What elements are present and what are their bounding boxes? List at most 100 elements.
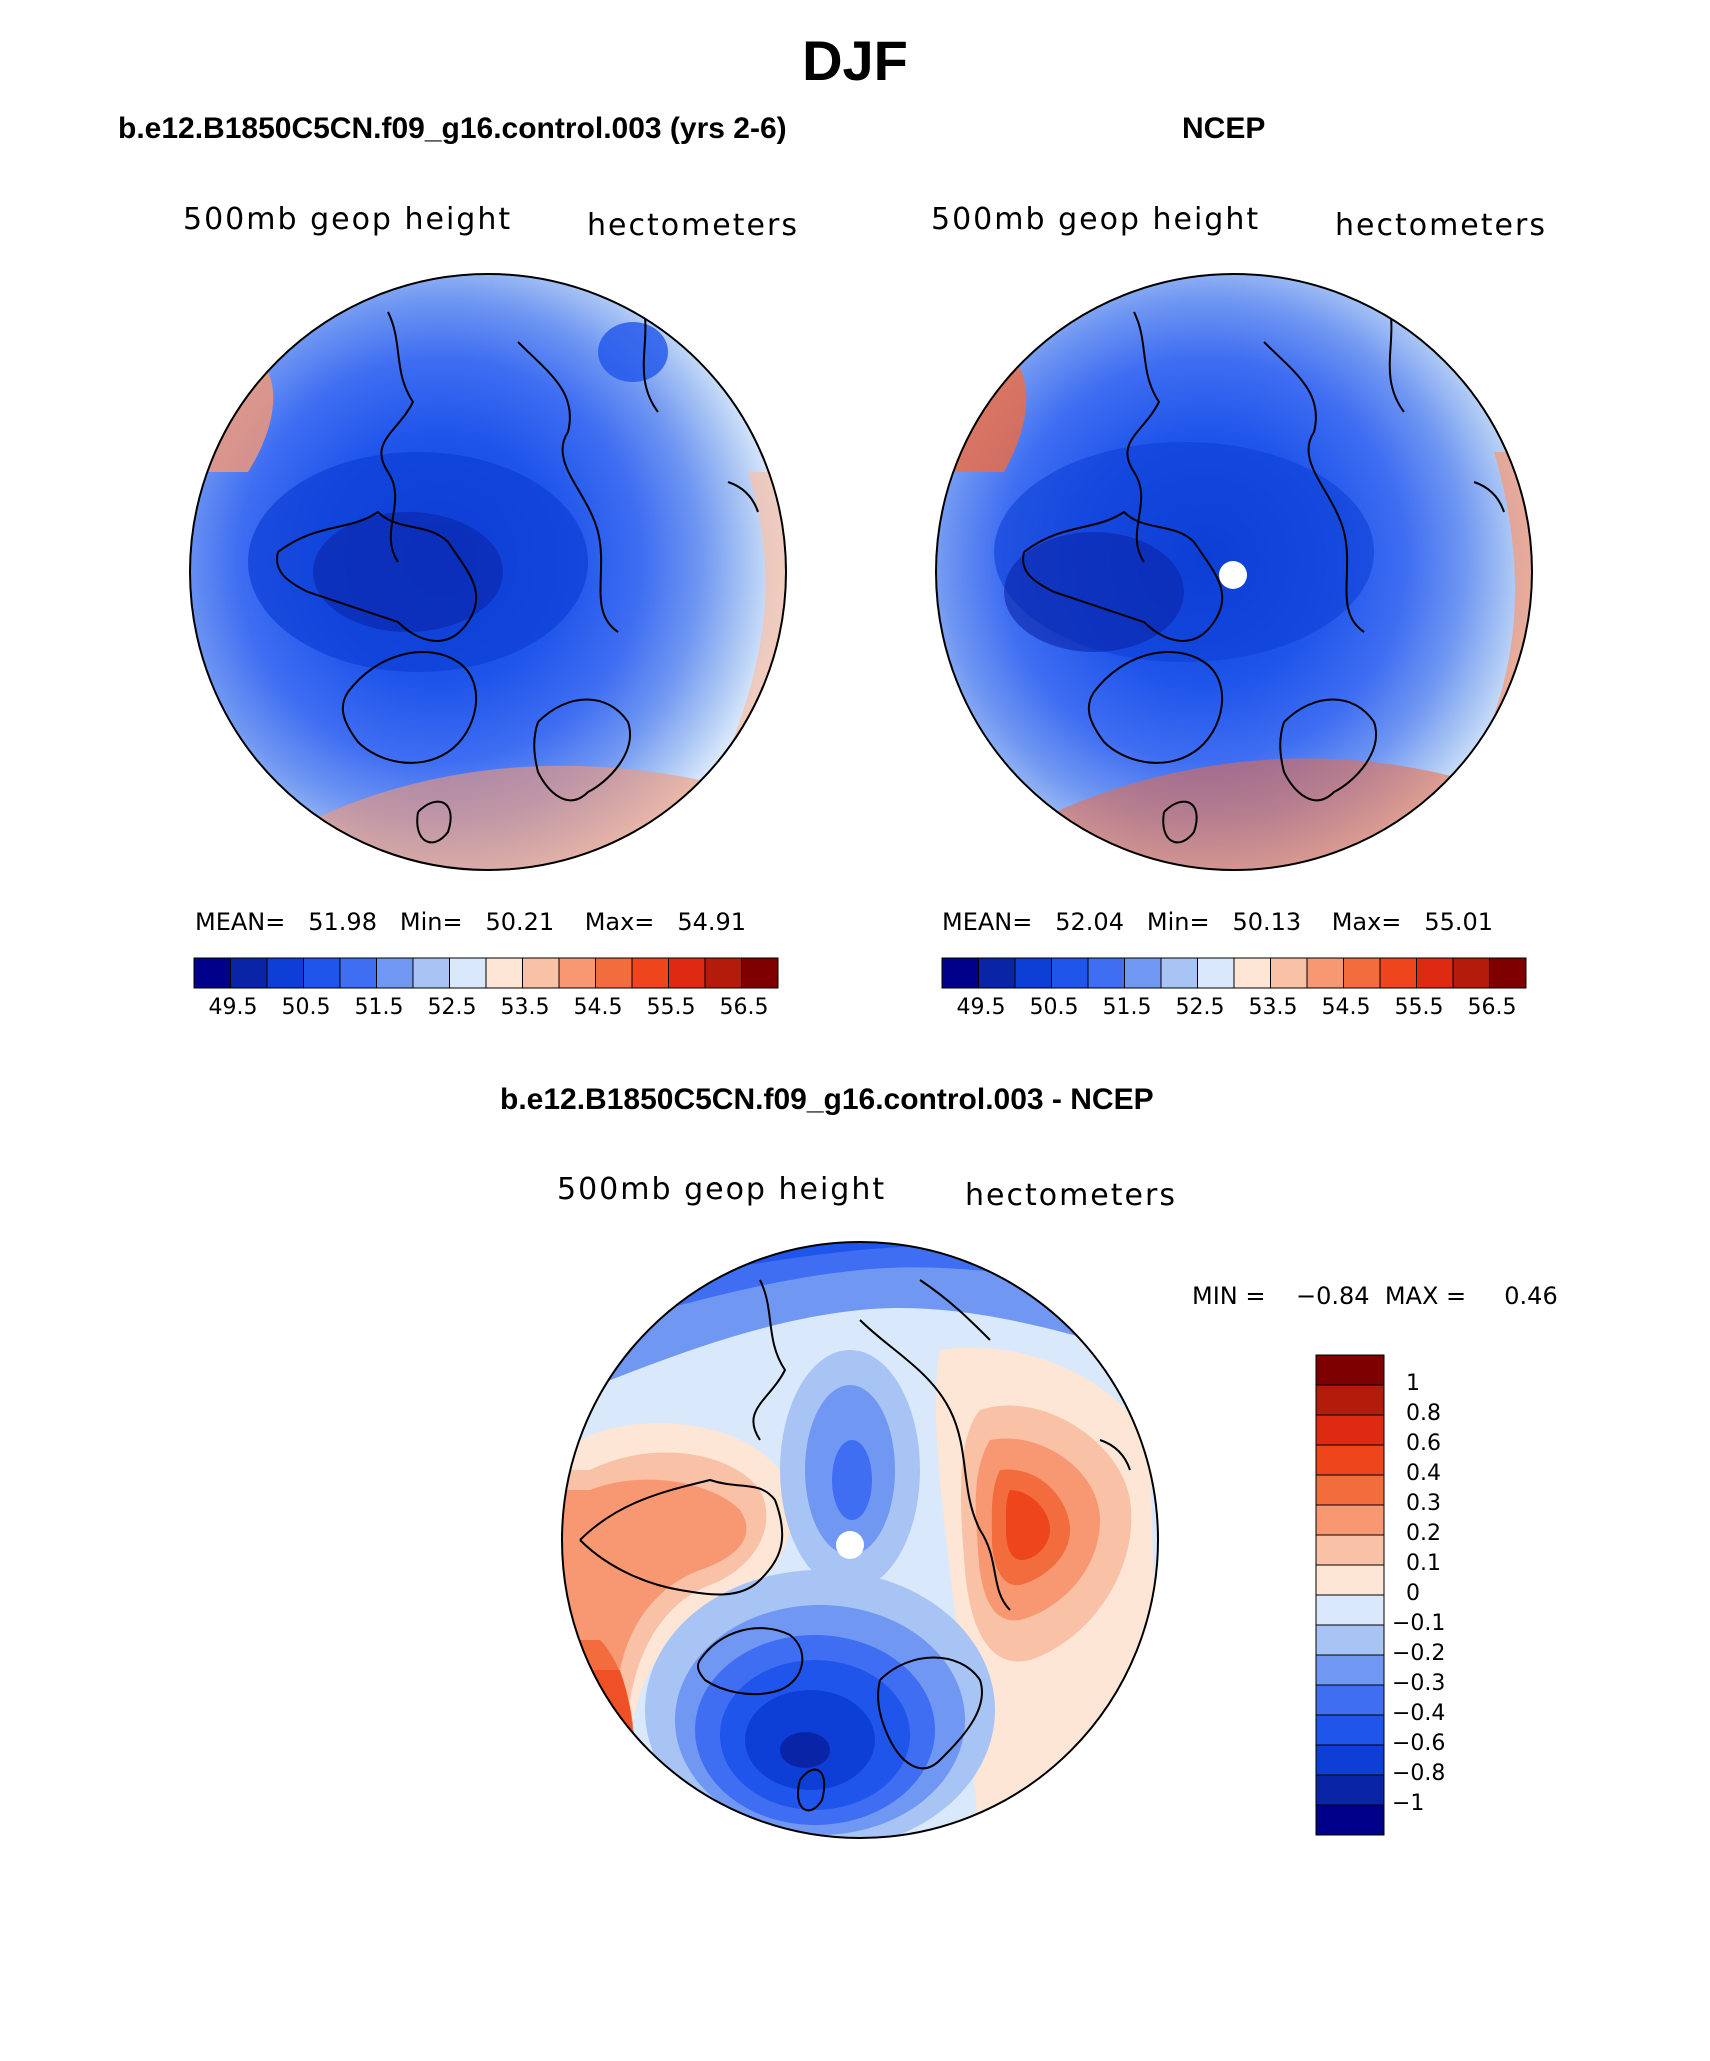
colorbar-swatch xyxy=(412,957,450,989)
colorbar-tick-label: −0.3 xyxy=(1392,1671,1446,1696)
panel-1-colorbar-labels: 49.5 50.5 51.5 52.5 53.5 54.5 55.5 56.5 xyxy=(194,995,778,1025)
panel-3-max-value: 0.46 xyxy=(1504,1282,1558,1310)
colorbar-tick-label: 51.5 xyxy=(354,995,404,1020)
colorbar-tick-label: 50.5 xyxy=(1029,995,1079,1020)
panel-2-min-label: Min= xyxy=(1146,908,1210,936)
panel-2-units-label: hectometers xyxy=(1335,208,1547,243)
colorbar-tick-label: 55.5 xyxy=(646,995,696,1020)
panel-2-mean-label: MEAN= xyxy=(942,908,1033,936)
colorbar-tick-label: 54.5 xyxy=(573,995,623,1020)
colorbar-swatch xyxy=(595,957,633,989)
colorbar-swatch xyxy=(1197,957,1235,989)
colorbar-swatch xyxy=(1315,1624,1385,1656)
colorbar-swatch xyxy=(376,957,414,989)
panel-1-variable-label: 500mb geop height xyxy=(183,202,513,237)
panel-3-title: b.e12.B1850C5CN.f09_g16.control.003 - NC… xyxy=(500,1083,1154,1116)
colorbar-swatch xyxy=(449,957,487,989)
colorbar-swatch xyxy=(704,957,742,989)
colorbar-tick-label: 0.6 xyxy=(1406,1431,1441,1456)
colorbar-tick-label: 0.3 xyxy=(1406,1491,1441,1516)
colorbar-swatch xyxy=(1315,1504,1385,1536)
colorbar-tick-label: 55.5 xyxy=(1394,995,1444,1020)
panel-3-stats: MIN = −0.84 MAX = 0.46 xyxy=(1192,1282,1558,1310)
colorbar-swatch xyxy=(1315,1594,1385,1626)
colorbar-swatch xyxy=(1343,957,1381,989)
panel-1-max-value: 54.91 xyxy=(677,908,747,936)
colorbar-tick-label: −0.2 xyxy=(1392,1641,1446,1666)
colorbar-tick-label: 0 xyxy=(1406,1581,1420,1606)
panel-3-max-label: MAX = xyxy=(1384,1282,1467,1310)
panel-1-min-label: Min= xyxy=(399,908,463,936)
colorbar-swatch xyxy=(1270,957,1308,989)
panel-1-polar-map xyxy=(189,273,787,871)
panel-3-polar-map xyxy=(561,1241,1159,1839)
colorbar-tick-label: −0.6 xyxy=(1392,1731,1446,1756)
colorbar-swatch xyxy=(230,957,268,989)
colorbar-swatch xyxy=(522,957,560,989)
panel-1-max-label: Max= xyxy=(584,908,655,936)
colorbar-swatch xyxy=(558,957,596,989)
colorbar-swatch xyxy=(1306,957,1344,989)
colorbar-swatch xyxy=(1087,957,1125,989)
panel-2-title: NCEP xyxy=(1182,112,1266,145)
panel-3-min-label: MIN = xyxy=(1192,1282,1266,1310)
panel-2-pole-marker xyxy=(1219,561,1247,589)
colorbar-tick-label: 53.5 xyxy=(1248,995,1298,1020)
panel-1-colorbar xyxy=(193,957,779,989)
colorbar-swatch xyxy=(1051,957,1089,989)
colorbar-swatch xyxy=(1489,957,1527,989)
panel-2-max-value: 55.01 xyxy=(1424,908,1494,936)
colorbar-tick-label: −0.1 xyxy=(1392,1611,1446,1636)
colorbar-swatch xyxy=(1315,1444,1385,1476)
colorbar-tick-label: 49.5 xyxy=(208,995,258,1020)
colorbar-swatch xyxy=(1315,1384,1385,1416)
colorbar-swatch xyxy=(1315,1714,1385,1746)
colorbar-swatch xyxy=(631,957,669,989)
colorbar-swatch xyxy=(1315,1774,1385,1806)
colorbar-tick-label: 54.5 xyxy=(1321,995,1371,1020)
colorbar-tick-label: 56.5 xyxy=(719,995,769,1020)
panel-3-min-value: −0.84 xyxy=(1296,1282,1370,1310)
panel-2-colorbar xyxy=(941,957,1527,989)
panel-2-variable-label: 500mb geop height xyxy=(931,202,1261,237)
panel-3-colorbar xyxy=(1315,1354,1385,1836)
colorbar-swatch xyxy=(1315,1654,1385,1686)
colorbar-swatch xyxy=(339,957,377,989)
colorbar-swatch xyxy=(1315,1414,1385,1446)
panel-2-max-label: Max= xyxy=(1331,908,1402,936)
colorbar-swatch xyxy=(1315,1474,1385,1506)
colorbar-swatch xyxy=(1315,1534,1385,1566)
colorbar-swatch xyxy=(1315,1804,1385,1836)
colorbar-tick-label: 0.8 xyxy=(1406,1401,1441,1426)
colorbar-swatch xyxy=(941,957,979,989)
figure-title: DJF xyxy=(802,29,908,92)
panel-1-stats: MEAN= 51.98 Min= 50.21 Max= 54.91 xyxy=(195,908,746,936)
colorbar-swatch xyxy=(1124,957,1162,989)
panel-2-min-value: 50.13 xyxy=(1232,908,1302,936)
panel-2-colorbar-labels: 49.5 50.5 51.5 52.5 53.5 54.5 55.5 56.5 xyxy=(942,995,1526,1025)
colorbar-tick-label: −1 xyxy=(1392,1791,1425,1816)
colorbar-swatch xyxy=(1416,957,1454,989)
panel-3-pole-marker xyxy=(836,1531,864,1559)
panel-1-title: b.e12.B1850C5CN.f09_g16.control.003 (yrs… xyxy=(118,112,787,145)
colorbar-swatch xyxy=(1233,957,1271,989)
colorbar-swatch xyxy=(1315,1684,1385,1716)
panel-1-mean-label: MEAN= xyxy=(195,908,286,936)
colorbar-tick-label: 0.4 xyxy=(1406,1461,1441,1486)
panel-1-mean-value: 51.98 xyxy=(308,908,377,936)
colorbar-swatch xyxy=(1452,957,1490,989)
panel-3-colorbar-labels: 1 0.8 0.6 0.4 0.3 0.2 0.1 0 −0.1 −0.2 −0.3 −0.4 −0.6… xyxy=(1392,1355,1512,1835)
colorbar-tick-label: 56.5 xyxy=(1467,995,1517,1020)
colorbar-swatch xyxy=(303,957,341,989)
colorbar-swatch xyxy=(1315,1564,1385,1596)
panel-1-min-value: 50.21 xyxy=(485,908,555,936)
colorbar-swatch xyxy=(741,957,779,989)
panel-2-polar-map xyxy=(935,273,1533,871)
colorbar-swatch xyxy=(1379,957,1417,989)
colorbar-tick-label: 52.5 xyxy=(1175,995,1225,1020)
panel-2-stats: MEAN= 52.04 Min= 50.13 Max= 55.01 xyxy=(942,908,1493,936)
colorbar-swatch xyxy=(485,957,523,989)
colorbar-swatch xyxy=(978,957,1016,989)
colorbar-tick-label: 49.5 xyxy=(956,995,1006,1020)
panel-3-variable-label: 500mb geop height xyxy=(557,1172,887,1207)
